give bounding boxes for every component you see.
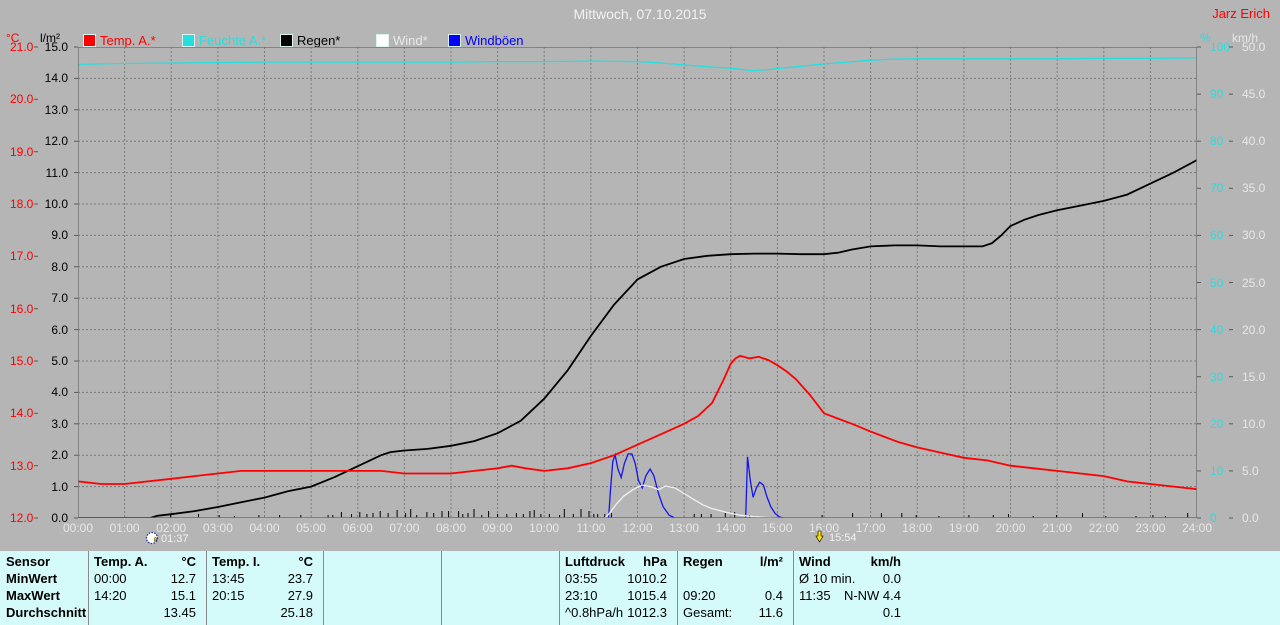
svg-text:01:37: 01:37 [161, 533, 189, 545]
svg-text:15:54: 15:54 [829, 532, 857, 544]
